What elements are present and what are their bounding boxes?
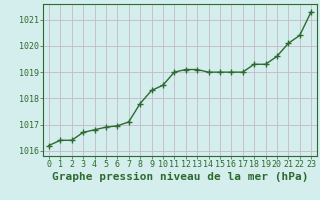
X-axis label: Graphe pression niveau de la mer (hPa): Graphe pression niveau de la mer (hPa) [52, 172, 308, 182]
